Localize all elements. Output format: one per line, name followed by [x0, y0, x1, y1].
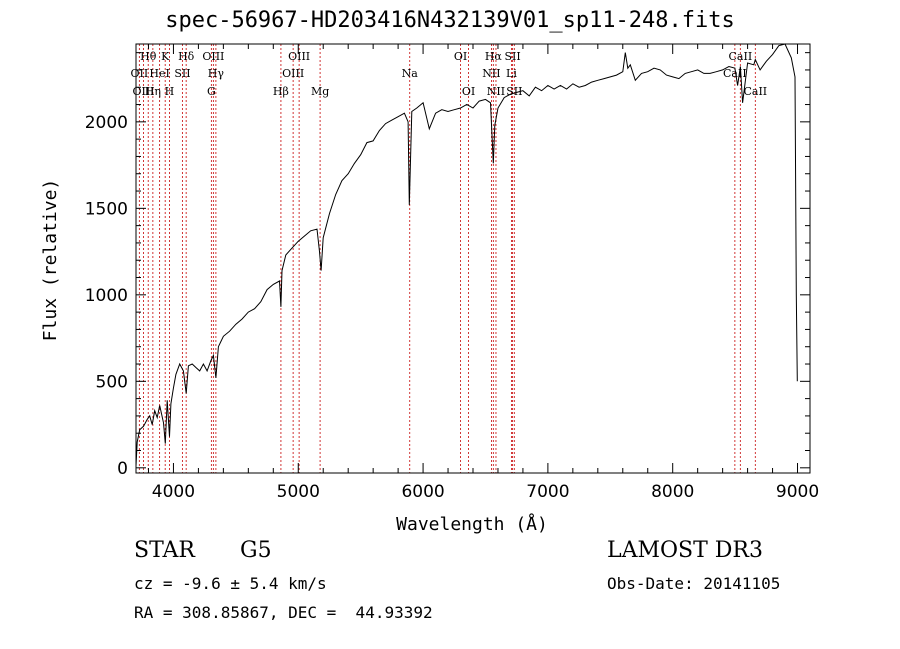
line-marker-label: OI [462, 85, 475, 98]
line-marker-label: Hα [485, 50, 503, 63]
y-axis-label: Flux (relative) [40, 179, 61, 342]
line-marker-label: OII [131, 67, 149, 80]
x-axis-label: Wavelength (Å) [396, 513, 548, 535]
observation-date: Obs-Date: 20141105 [607, 574, 781, 593]
line-marker-label: OIII [288, 50, 310, 63]
line-marker-label: K [161, 50, 170, 63]
x-tick-label: 6000 [401, 482, 444, 502]
y-tick-label: 2000 [85, 113, 128, 133]
line-marker-label: OIII [202, 50, 224, 63]
line-marker-label: OIII [132, 85, 154, 98]
line-marker-label: HeI [149, 67, 169, 80]
object-class: STAR [134, 538, 195, 563]
chart-title: spec-56967-HD203416N432139V01_sp11-248.f… [165, 8, 735, 33]
x-tick-label: 4000 [152, 482, 195, 502]
x-tick-label: 8000 [651, 482, 694, 502]
survey-name: LAMOST DR3 [607, 538, 763, 563]
line-marker-label: SII [174, 67, 190, 80]
line-marker-label: NII [487, 85, 505, 98]
subclass: G5 [240, 538, 272, 563]
y-tick-label: 1000 [85, 286, 128, 306]
line-marker-label: Hδ [178, 50, 195, 63]
x-tick-label: 5000 [277, 482, 320, 502]
x-tick-label: 9000 [776, 482, 819, 502]
line-marker-label: NII [482, 67, 500, 80]
y-tick-label: 1500 [85, 199, 128, 219]
redshift-velocity: cz = -9.6 ± 5.4 km/s [134, 574, 327, 593]
line-marker-label: Mg [311, 85, 329, 98]
line-marker-label: OIII [282, 67, 304, 80]
line-marker-label: Li [506, 67, 517, 80]
line-marker-label: H [165, 85, 175, 98]
line-marker-label: CaII [743, 85, 767, 98]
line-markers [138, 44, 756, 473]
x-tick-label: 7000 [526, 482, 569, 502]
x-axis: 4000 5000 6000 7000 8000 9000 [147, 44, 819, 502]
line-marker-label: Hβ [273, 85, 289, 98]
line-marker-label: Na [402, 67, 419, 80]
line-marker-label: SII [504, 50, 520, 63]
line-marker-label: Hη [145, 85, 161, 98]
line-marker-label: Hθ [140, 50, 157, 63]
line-marker-label: OI [454, 50, 467, 63]
coordinates: RA = 308.85867, DEC = 44.93392 [134, 603, 433, 622]
spectrum-line [135, 43, 798, 467]
y-axis: 0 500 1000 1500 2000 [85, 52, 810, 479]
line-marker-label: G [207, 85, 216, 98]
y-tick-label: 500 [96, 372, 128, 392]
line-marker-label: Hγ [208, 67, 225, 80]
line-marker-label: CaII [729, 50, 753, 63]
y-tick-label: 0 [117, 459, 128, 479]
